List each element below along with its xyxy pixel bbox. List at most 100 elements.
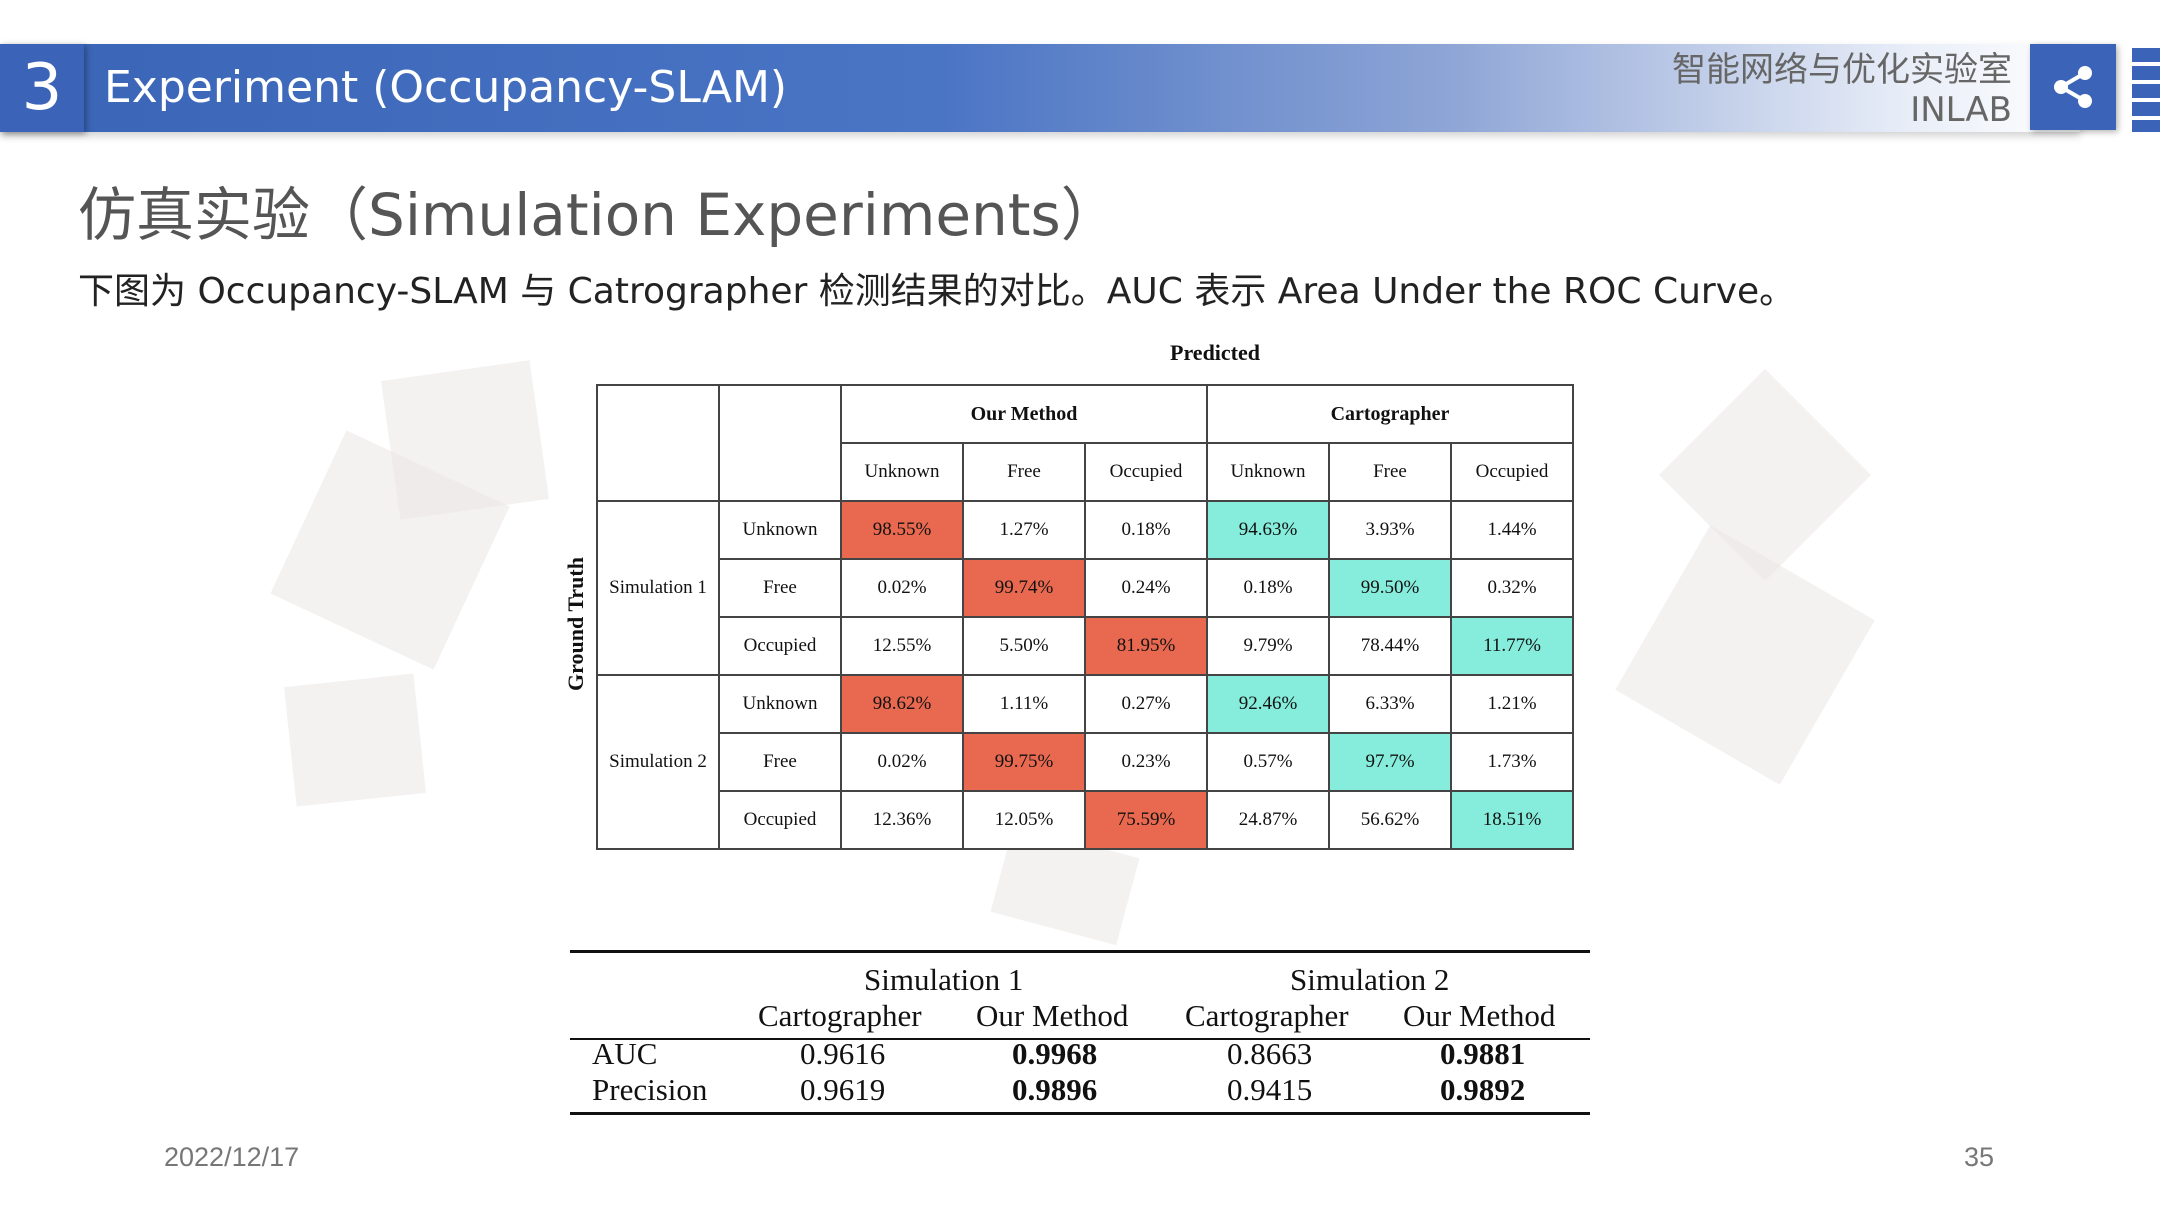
page-number: 35	[1964, 1142, 1995, 1172]
auc-cell: 0.9616	[800, 1036, 886, 1071]
row-label: Free	[718, 732, 842, 792]
table-row: Occupied 12.36% 12.05% 75.59% 24.87% 56.…	[597, 790, 1574, 850]
lab-name: 智能网络与优化实验室 INLAB	[1672, 50, 2012, 130]
header-band	[0, 44, 2080, 132]
auc-table-mid-rule	[570, 1038, 1590, 1040]
matrix-cell: 98.62%	[840, 674, 964, 734]
matrix-cell: 12.55%	[840, 616, 964, 676]
row-label: Unknown	[718, 674, 842, 734]
class-header: Occupied	[1084, 442, 1208, 502]
predicted-axis-label: Predicted	[1170, 340, 1261, 365]
matrix-cell: 98.55%	[840, 500, 964, 560]
matrix-cell: 81.95%	[1084, 616, 1208, 676]
share-button[interactable]	[2030, 44, 2116, 130]
auc-cell: 0.9896	[1012, 1072, 1098, 1107]
auc-table-bottom-rule	[570, 1112, 1590, 1115]
matrix-cell: 0.18%	[1084, 500, 1208, 560]
header-title: Experiment (Occupancy-SLAM)	[104, 62, 788, 113]
matrix-cell: 0.24%	[1084, 558, 1208, 618]
matrix-cell: 1.44%	[1450, 500, 1574, 560]
matrix-cell: 99.74%	[962, 558, 1086, 618]
matrix-cell: 6.33%	[1328, 674, 1452, 734]
auc-cell: 0.9968	[1012, 1036, 1098, 1071]
group-label: Simulation 2	[596, 674, 720, 850]
ground-truth-axis-label: Ground Truth	[563, 557, 588, 691]
matrix-cell: 56.62%	[1328, 790, 1452, 850]
matrix-cell: 18.51%	[1450, 790, 1574, 850]
auc-cell: 0.9619	[800, 1072, 886, 1107]
slide-subtitle: 下图为 Occupancy-SLAM 与 Catrographer 检测结果的对…	[78, 271, 1796, 312]
corner-cell	[596, 384, 720, 502]
matrix-cell: 11.77%	[1450, 616, 1574, 676]
section-number: 3	[0, 44, 84, 132]
auc-group-header: Simulation 2	[1290, 962, 1450, 997]
matrix-cell: 92.46%	[1206, 674, 1330, 734]
auc-cell: 0.9881	[1440, 1036, 1526, 1071]
table-row: Free 0.02% 99.74% 0.24% 0.18% 99.50% 0.3…	[597, 558, 1574, 618]
table-row: Simulation 2 Unknown 98.62% 1.11% 0.27% …	[596, 674, 1574, 850]
row-label: Unknown	[718, 500, 842, 560]
side-tab	[2132, 48, 2160, 132]
matrix-cell: 1.21%	[1450, 674, 1574, 734]
slide-date: 2022/12/17	[164, 1142, 300, 1172]
auc-column-header: Our Method	[1403, 998, 1556, 1033]
background-shape	[1615, 525, 1875, 785]
table-row: Occupied 12.55% 5.50% 81.95% 9.79% 78.44…	[597, 616, 1574, 676]
background-shape	[1658, 368, 1872, 582]
group-label: Simulation 1	[596, 500, 720, 676]
matrix-cell: 99.75%	[962, 732, 1086, 792]
auc-cell: 0.8663	[1227, 1036, 1313, 1071]
background-shape	[380, 360, 550, 520]
class-header: Occupied	[1450, 442, 1574, 502]
auc-column-header: Our Method	[976, 998, 1129, 1033]
share-icon	[2054, 66, 2092, 108]
matrix-cell: 3.93%	[1328, 500, 1452, 560]
class-header: Free	[962, 442, 1086, 502]
matrix-cell: 94.63%	[1206, 500, 1330, 560]
matrix-cell: 0.23%	[1084, 732, 1208, 792]
row-label: Free	[718, 558, 842, 618]
class-header: Unknown	[1206, 442, 1330, 502]
matrix-cell: 0.32%	[1450, 558, 1574, 618]
lab-name-cn: 智能网络与优化实验室	[1672, 50, 2012, 90]
matrix-cell: 75.59%	[1084, 790, 1208, 850]
corner-cell	[718, 384, 842, 502]
auc-column-header: Cartographer	[758, 998, 922, 1033]
method-header-row: Our Method Cartographer	[596, 384, 1574, 502]
matrix-cell: 0.02%	[840, 558, 964, 618]
table-row: Simulation 1 Unknown 98.55% 1.27% 0.18% …	[596, 500, 1574, 676]
auc-column-header: Cartographer	[1185, 998, 1349, 1033]
matrix-cell: 12.05%	[962, 790, 1086, 850]
matrix-cell: 1.27%	[962, 500, 1086, 560]
matrix-cell: 78.44%	[1328, 616, 1452, 676]
auc-table-top-rule	[570, 950, 1590, 953]
class-header: Free	[1328, 442, 1452, 502]
matrix-cell: 0.02%	[840, 732, 964, 792]
confusion-matrix-table: Our Method Cartographer Unknown Free Occ…	[596, 384, 1574, 850]
background-shape	[284, 673, 426, 807]
matrix-cell: 0.18%	[1206, 558, 1330, 618]
matrix-cell: 0.57%	[1206, 732, 1330, 792]
matrix-cell: 1.73%	[1450, 732, 1574, 792]
auc-group-header: Simulation 1	[864, 962, 1024, 997]
matrix-cell: 5.50%	[962, 616, 1086, 676]
matrix-cell: 97.7%	[1328, 732, 1452, 792]
matrix-cell: 9.79%	[1206, 616, 1330, 676]
class-header: Unknown	[840, 442, 964, 502]
matrix-cell: 12.36%	[840, 790, 964, 850]
method-header: Our Method	[840, 384, 1208, 444]
matrix-cell: 99.50%	[1328, 558, 1452, 618]
matrix-cell: 1.11%	[962, 674, 1086, 734]
auc-row-label: AUC	[592, 1036, 658, 1071]
lab-name-en: INLAB	[1910, 90, 2012, 130]
slide-title: 仿真实验（Simulation Experiments）	[78, 181, 1119, 249]
row-label: Occupied	[718, 616, 842, 676]
method-header: Cartographer	[1206, 384, 1574, 444]
row-label: Occupied	[718, 790, 842, 850]
table-row: Free 0.02% 99.75% 0.23% 0.57% 97.7% 1.73…	[597, 732, 1574, 792]
matrix-cell: 24.87%	[1206, 790, 1330, 850]
auc-row-label: Precision	[592, 1072, 708, 1107]
class-header-row: Unknown Free Occupied Unknown Free Occup…	[597, 442, 1574, 502]
auc-cell: 0.9892	[1440, 1072, 1526, 1107]
auc-cell: 0.9415	[1227, 1072, 1313, 1107]
